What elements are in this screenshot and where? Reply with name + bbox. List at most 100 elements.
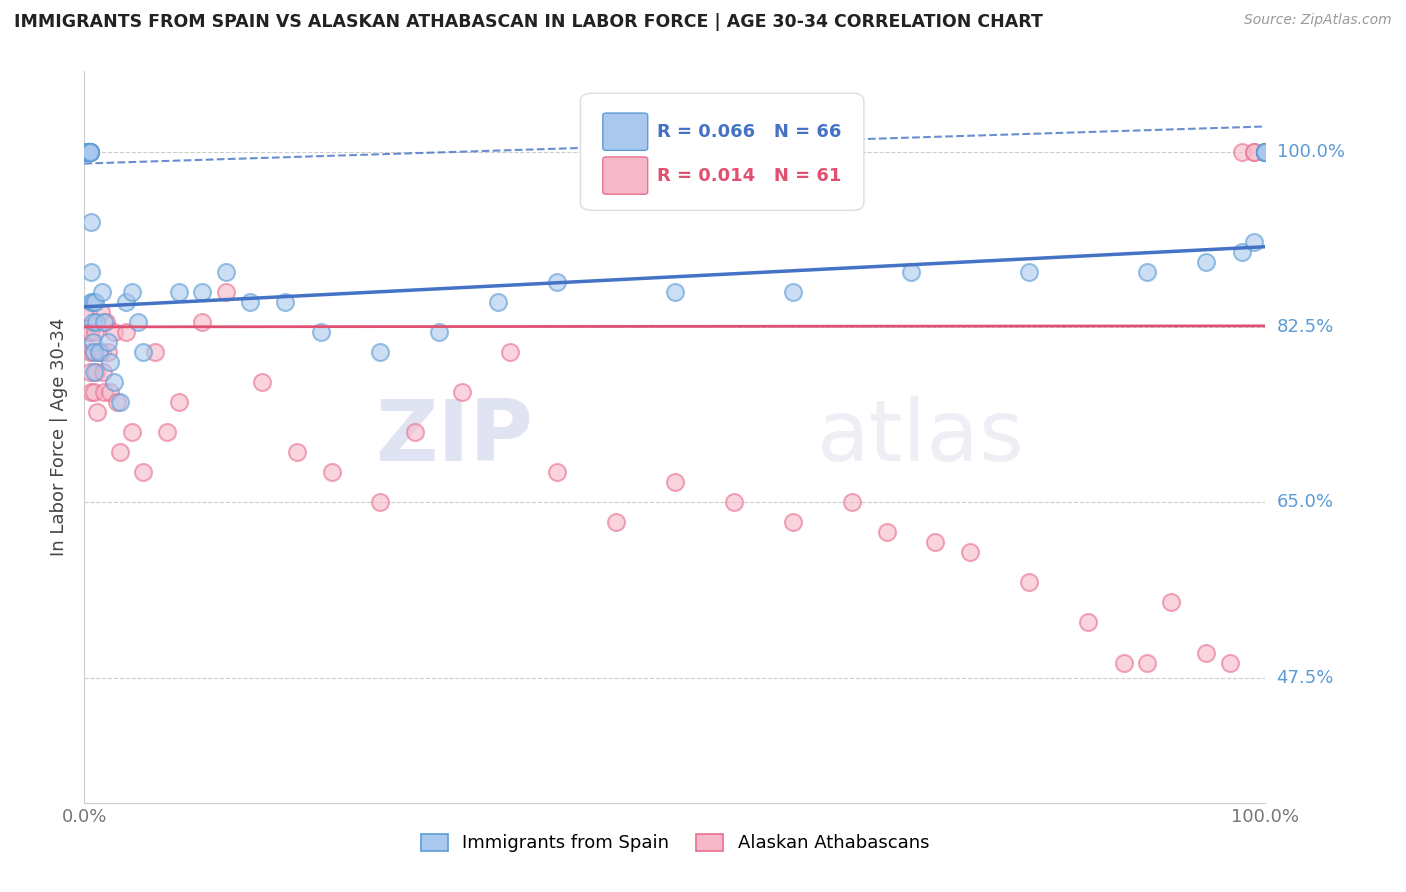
Point [924, 535, 946, 549]
Point [121, 285, 143, 299]
Point [782, 515, 804, 529]
Point [1254, 145, 1277, 159]
Point [77, 145, 100, 159]
Point [1018, 265, 1040, 279]
Point [1254, 145, 1277, 159]
Text: atlas: atlas [817, 395, 1025, 479]
Point [841, 495, 863, 509]
Point [1243, 145, 1265, 159]
Point [1254, 145, 1277, 159]
Point [782, 285, 804, 299]
Point [77, 145, 100, 159]
Point [486, 294, 509, 309]
Point [91, 285, 114, 299]
Point [79, 145, 101, 159]
Point [79, 145, 101, 159]
Point [98, 384, 121, 399]
Point [97, 334, 120, 349]
Point [605, 515, 627, 529]
Point [404, 425, 426, 439]
Point [77, 145, 100, 159]
Point [79, 145, 101, 159]
Point [80, 325, 103, 339]
Point [427, 325, 450, 339]
Point [309, 325, 332, 339]
Point [1254, 145, 1277, 159]
Y-axis label: In Labor Force | Age 30-34: In Labor Force | Age 30-34 [49, 318, 67, 557]
Point [93, 384, 115, 399]
Text: 82.5%: 82.5% [1277, 318, 1334, 336]
Point [80, 294, 103, 309]
Point [80, 214, 103, 228]
Point [546, 465, 568, 479]
Point [1136, 265, 1159, 279]
Point [114, 325, 136, 339]
Point [546, 275, 568, 289]
Point [285, 445, 308, 459]
Point [723, 495, 745, 509]
Point [82, 334, 104, 349]
Point [1018, 575, 1040, 590]
Point [1136, 656, 1159, 670]
FancyBboxPatch shape [581, 94, 863, 211]
Point [876, 525, 898, 540]
Point [1160, 595, 1182, 609]
Point [156, 425, 179, 439]
Point [84, 315, 107, 329]
Point [84, 325, 107, 339]
Text: ZIP: ZIP [375, 395, 533, 479]
FancyBboxPatch shape [603, 113, 648, 151]
Point [82, 315, 104, 329]
Text: R = 0.014   N = 61: R = 0.014 N = 61 [657, 167, 842, 185]
Point [83, 365, 105, 379]
Point [191, 285, 214, 299]
Text: Source: ZipAtlas.com: Source: ZipAtlas.com [1244, 13, 1392, 28]
Point [368, 345, 391, 359]
FancyBboxPatch shape [603, 157, 648, 194]
Point [215, 285, 238, 299]
Point [167, 285, 190, 299]
Point [82, 294, 104, 309]
Point [79, 145, 101, 159]
Point [76, 145, 98, 159]
Point [83, 384, 105, 399]
Point [108, 395, 131, 409]
Point [274, 294, 297, 309]
Point [1243, 235, 1265, 249]
Point [664, 475, 686, 490]
Point [91, 365, 114, 379]
Point [132, 345, 155, 359]
Point [1230, 244, 1253, 259]
Point [77, 145, 100, 159]
Point [76, 145, 98, 159]
Point [250, 375, 273, 389]
Point [498, 345, 520, 359]
Point [80, 265, 103, 279]
Point [215, 265, 238, 279]
Point [132, 465, 155, 479]
Point [77, 145, 100, 159]
Point [1254, 145, 1277, 159]
Point [1219, 656, 1241, 670]
Point [451, 384, 474, 399]
Point [959, 545, 981, 559]
Point [103, 325, 125, 339]
Point [77, 305, 100, 319]
Text: IMMIGRANTS FROM SPAIN VS ALASKAN ATHABASCAN IN LABOR FORCE | AGE 30-34 CORRELATI: IMMIGRANTS FROM SPAIN VS ALASKAN ATHABAS… [14, 13, 1043, 31]
Point [1112, 656, 1135, 670]
Point [77, 145, 100, 159]
Point [84, 294, 107, 309]
Point [143, 345, 166, 359]
Point [1254, 145, 1277, 159]
Legend: Immigrants from Spain, Alaskan Athabascans: Immigrants from Spain, Alaskan Athabasca… [413, 826, 936, 860]
Point [91, 345, 114, 359]
Point [82, 345, 104, 359]
Point [79, 345, 101, 359]
Point [77, 145, 100, 159]
Point [87, 345, 110, 359]
Point [77, 145, 100, 159]
Point [1195, 646, 1218, 660]
Point [1230, 145, 1253, 159]
Point [93, 315, 115, 329]
Text: 100.0%: 100.0% [1277, 143, 1344, 161]
